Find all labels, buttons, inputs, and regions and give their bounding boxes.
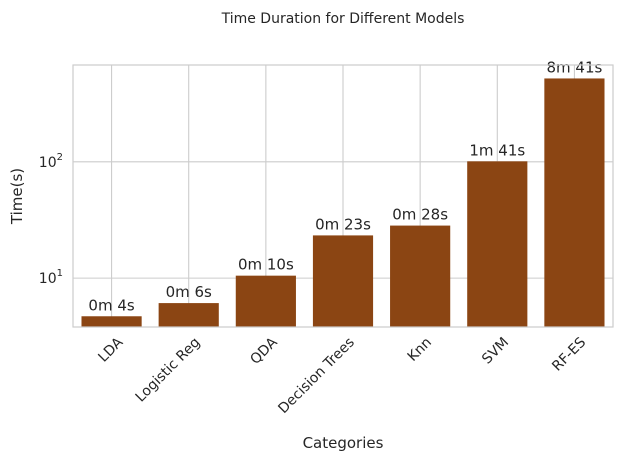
bar-data-label: 0m 23s (315, 215, 371, 233)
bar (467, 161, 528, 327)
bar (235, 275, 296, 327)
bar-data-label: 0m 4s (88, 296, 134, 314)
x-tick-label: QDA (247, 334, 281, 368)
bar (312, 235, 374, 327)
bar-data-label: 1m 41s (469, 141, 525, 159)
bars (81, 78, 605, 327)
bar-data-label: 0m 28s (392, 206, 448, 224)
bar (390, 225, 451, 327)
y-axis-label: Time(s) (8, 168, 26, 225)
bar-data-label: 8m 41s (547, 58, 603, 76)
bar-data-label: 0m 6s (166, 283, 212, 301)
x-tick-label: RF-ES (549, 334, 589, 374)
x-tick-label: Logistic Reg (133, 335, 204, 406)
chart-title: Time Duration for Different Models (221, 11, 465, 27)
y-tick-label: 101 (39, 268, 63, 287)
x-tick-label: Knn (405, 335, 435, 365)
y-tick-label: 102 (39, 152, 63, 171)
bar (158, 303, 219, 327)
data-labels: 0m 4s 0m 6s 0m 10s 0m 23s 0m 28s 1m 41s 8m 41s (88, 58, 602, 314)
x-tick-label: Decision Trees (275, 335, 357, 417)
x-tick-label: SVM (479, 335, 512, 368)
bar-data-label: 0m 10s (238, 256, 294, 274)
y-tick-labels: 101 102 (39, 152, 63, 287)
plot-frame (72, 64, 614, 328)
x-axis-label: Categories (303, 434, 384, 452)
bar (81, 316, 142, 327)
bar (544, 78, 605, 327)
x-tick-label: LDA (95, 334, 126, 365)
